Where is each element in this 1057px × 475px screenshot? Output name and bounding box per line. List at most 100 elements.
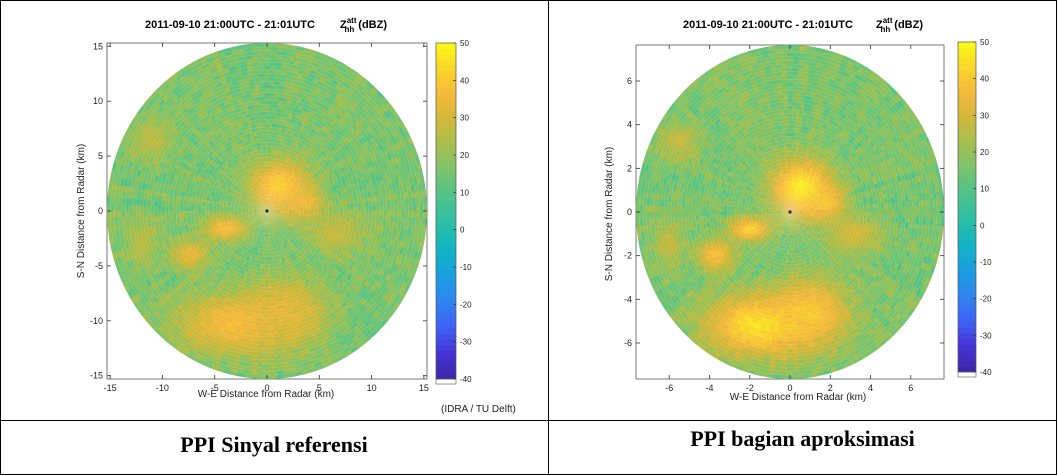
reflectivity-cell bbox=[225, 194, 230, 198]
reflectivity-cell bbox=[283, 165, 288, 170]
reflectivity-cell bbox=[130, 288, 137, 297]
reflectivity-cell bbox=[230, 239, 235, 244]
reflectivity-cell bbox=[371, 85, 379, 94]
reflectivity-cell bbox=[176, 199, 181, 204]
reflectivity-cell bbox=[203, 66, 211, 74]
reflectivity-cell bbox=[210, 256, 215, 262]
reflectivity-cell bbox=[256, 190, 259, 195]
reflectivity-cell bbox=[385, 171, 391, 179]
reflectivity-cell bbox=[198, 222, 203, 227]
reflectivity-cell bbox=[241, 163, 246, 169]
reflectivity-cell bbox=[256, 207, 261, 209]
reflectivity-cell bbox=[126, 290, 134, 299]
reflectivity-cell bbox=[241, 290, 246, 296]
reflectivity-cell bbox=[223, 112, 229, 118]
reflectivity-cell bbox=[284, 178, 288, 183]
reflectivity-cell bbox=[319, 181, 324, 187]
reflectivity-cell bbox=[238, 247, 243, 252]
reflectivity-cell bbox=[265, 306, 270, 311]
reflectivity-cell bbox=[255, 239, 259, 244]
reflectivity-cell bbox=[236, 198, 240, 202]
reflectivity-cell bbox=[242, 217, 247, 220]
reflectivity-cell bbox=[368, 205, 373, 211]
reflectivity-cell bbox=[181, 123, 189, 131]
reflectivity-cell bbox=[359, 99, 367, 108]
reflectivity-cell bbox=[233, 154, 238, 160]
reflectivity-cell bbox=[275, 195, 278, 199]
reflectivity-cell bbox=[118, 191, 123, 199]
reflectivity-cell bbox=[243, 226, 248, 231]
reflectivity-cell bbox=[246, 188, 250, 192]
reflectivity-cell bbox=[276, 196, 280, 201]
reflectivity-cell bbox=[219, 161, 224, 167]
reflectivity-cell bbox=[278, 193, 282, 197]
reflectivity-cell bbox=[245, 223, 250, 227]
reflectivity-cell bbox=[168, 206, 173, 212]
reflectivity-cell bbox=[255, 231, 258, 236]
reflectivity-cell bbox=[249, 206, 253, 208]
reflectivity-cell bbox=[262, 249, 265, 253]
reflectivity-cell bbox=[240, 94, 247, 100]
reflectivity-cell bbox=[257, 359, 265, 364]
reflectivity-cell bbox=[260, 107, 265, 112]
reflectivity-cell bbox=[264, 256, 267, 261]
reflectivity-cell bbox=[217, 232, 222, 237]
reflectivity-cell bbox=[198, 359, 207, 367]
reflectivity-cell bbox=[244, 90, 251, 95]
reflectivity-cell bbox=[150, 174, 156, 182]
reflectivity-cell bbox=[242, 315, 249, 320]
reflectivity-cell bbox=[258, 165, 262, 170]
reflectivity-cell bbox=[122, 229, 128, 238]
reflectivity-cell bbox=[197, 211, 202, 215]
reflectivity-cell bbox=[217, 253, 223, 259]
reflectivity-cell bbox=[375, 200, 380, 207]
reflectivity-cell bbox=[266, 180, 268, 185]
reflectivity-cell bbox=[227, 214, 231, 217]
reflectivity-cell bbox=[324, 62, 332, 70]
reflectivity-cell bbox=[138, 263, 145, 271]
reflectivity-cell bbox=[381, 161, 388, 169]
reflectivity-cell bbox=[161, 211, 166, 217]
reflectivity-cell bbox=[251, 175, 255, 180]
reflectivity-cell bbox=[223, 329, 231, 335]
reflectivity-cell bbox=[191, 94, 199, 102]
reflectivity-cell bbox=[232, 80, 239, 87]
reflectivity-cell bbox=[160, 132, 167, 140]
reflectivity-cell bbox=[261, 206, 265, 209]
reflectivity-cell bbox=[164, 257, 170, 265]
reflectivity-cell bbox=[228, 222, 233, 225]
reflectivity-cell bbox=[247, 218, 251, 222]
reflectivity-cell bbox=[139, 297, 147, 306]
reflectivity-cell bbox=[265, 237, 267, 242]
reflectivity-cell bbox=[229, 223, 234, 227]
reflectivity-cell bbox=[210, 148, 216, 154]
reflectivity-cell bbox=[190, 211, 195, 215]
reflectivity-cell bbox=[200, 228, 205, 233]
reflectivity-cell bbox=[273, 193, 276, 198]
reflectivity-cell bbox=[258, 220, 262, 224]
reflectivity-cell bbox=[263, 200, 265, 204]
reflectivity-cell bbox=[296, 174, 301, 179]
reflectivity-cell bbox=[257, 232, 260, 237]
reflectivity-cell bbox=[262, 204, 265, 208]
reflectivity-cell bbox=[270, 206, 274, 209]
reflectivity-cell bbox=[256, 282, 261, 287]
reflectivity-cell bbox=[317, 80, 325, 87]
reflectivity-cell bbox=[158, 278, 165, 286]
reflectivity-cell bbox=[253, 205, 257, 208]
reflectivity-cell bbox=[241, 159, 246, 164]
reflectivity-cell bbox=[136, 157, 142, 166]
reflectivity-cell bbox=[400, 192, 405, 200]
reflectivity-cell bbox=[258, 185, 261, 190]
reflectivity-cell bbox=[249, 196, 253, 200]
reflectivity-cell bbox=[159, 150, 165, 158]
reflectivity-cell bbox=[233, 84, 240, 90]
reflectivity-cell bbox=[115, 149, 122, 158]
reflectivity-cell bbox=[149, 116, 156, 124]
reflectivity-cell bbox=[258, 236, 261, 241]
reflectivity-cell bbox=[122, 165, 128, 174]
reflectivity-cell bbox=[163, 134, 170, 142]
reflectivity-cell bbox=[243, 106, 249, 111]
reflectivity-cell bbox=[212, 328, 220, 335]
reflectivity-cell bbox=[166, 80, 175, 88]
